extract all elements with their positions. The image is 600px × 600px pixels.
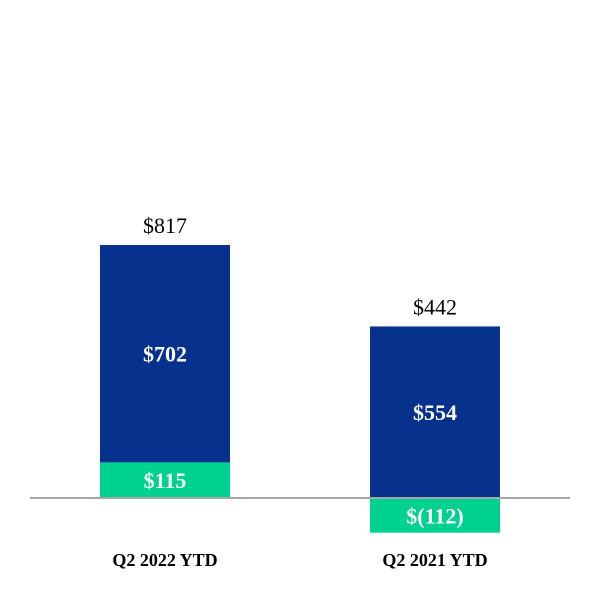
total-value-label: $817 [143,213,187,238]
total-value-label: $442 [413,294,457,319]
labels-group: $115 $702 $817 Q2 2022 YTD $(112) $554 $442 Q2 … [112,213,487,570]
segment-value-label: $115 [144,468,187,493]
category-label: Q2 2022 YTD [112,550,217,570]
segment-value-label: $554 [413,400,457,425]
bar-segment-1-1 [370,326,500,498]
category-label: Q2 2021 YTD [382,550,487,570]
bar-segment-1-0 [100,245,230,463]
bar-segment-0-0 [100,462,230,498]
segment-value-label: $(112) [406,503,463,528]
bar-segment-0-1 [370,498,500,533]
bars-group [100,245,500,533]
segment-value-label: $702 [143,342,187,367]
